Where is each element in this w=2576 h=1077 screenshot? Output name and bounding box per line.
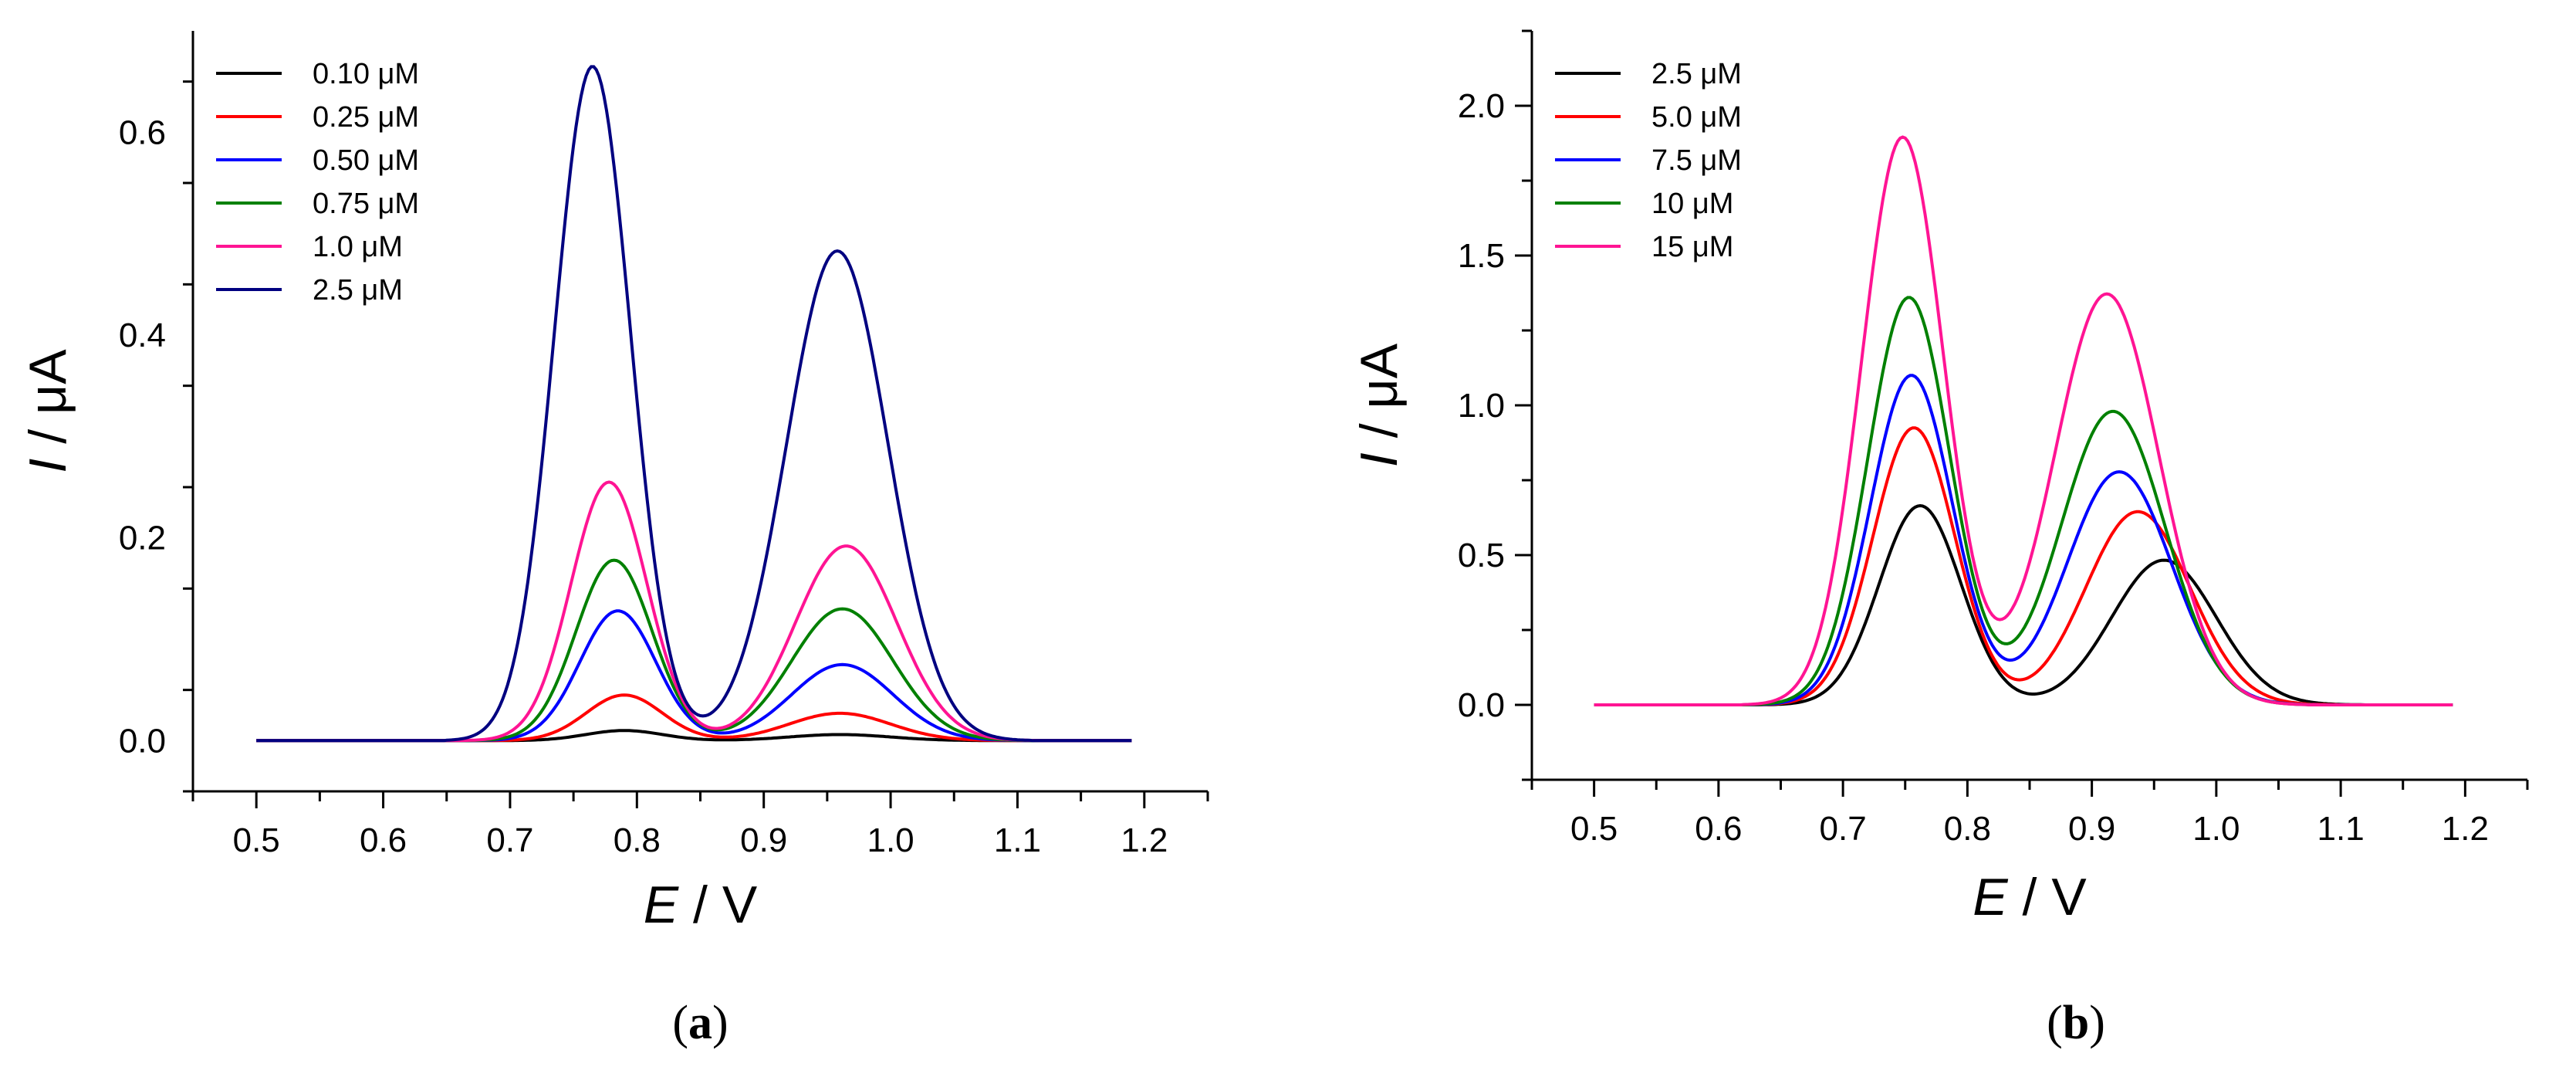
x-tick-label: 0.8 [614,821,661,859]
y-axis-label: I / μA [19,349,77,473]
legend-label: 0.10 μM [313,58,419,90]
x-tick-label: 0.9 [2068,810,2115,848]
x-axis-label: E / V [1973,868,2087,926]
x-tick-label: 0.5 [1570,810,1618,848]
y-tick-label: 0.2 [119,520,166,557]
y-tick-label: 0.0 [119,722,166,760]
series-line-2 [1594,426,2453,706]
y-tick-label: 2.0 [1458,87,1505,125]
series-line-1 [1594,503,2453,706]
legend-label: 0.75 μM [313,188,419,220]
x-tick-label: 0.6 [1695,810,1742,848]
x-tick-label: 1.0 [867,821,914,859]
x-tick-label: 0.8 [1944,810,1991,848]
chart-panel-a: 0.5 0.6 0.7 0.8 0.9 1.0 1.1 1.2 0.0 0.2 0.4 0.6 E / … [19,31,1209,1049]
legend-label: 7.5 μM [1651,144,1742,177]
y-tick-label: 1.0 [1458,387,1505,425]
legend-label: 5.0 μM [1651,101,1742,134]
y-tick-label: 0.4 [119,317,166,354]
x-tick-label: 1.2 [2442,810,2489,848]
x-tick-label: 0.7 [1820,810,1867,848]
panel-label: (a) [672,997,728,1049]
y-axis-label: I / μA [1350,343,1408,467]
legend-label: 1.0 μM [313,231,403,263]
panel-label: (b) [2047,997,2105,1049]
y-tick-label: 0.0 [1458,686,1505,724]
x-tick-label: 1.2 [1121,821,1168,859]
series-line-6 [256,65,1132,743]
x-tick-label: 0.5 [233,821,280,859]
legend-label: 0.25 μM [313,101,419,134]
legend-label: 10 μM [1651,188,1733,220]
x-tick-label: 1.1 [2317,810,2365,848]
axis-lines [1530,31,2527,781]
series-line-5 [256,480,1132,743]
x-tick-label: 0.7 [486,821,533,859]
x-tick-label: 1.0 [2192,810,2240,848]
y-tick-label: 1.5 [1458,237,1505,275]
legend-label: 15 μM [1651,231,1733,263]
chart-panel-b: 0.5 0.6 0.7 0.8 0.9 1.0 1.1 1.2 0.0 0.5 1.0 1.5 2.0 E… [1350,29,2529,1049]
x-tick-label: 1.1 [994,821,1041,859]
series-line-3 [256,609,1132,743]
legend-label: 0.50 μM [313,144,419,177]
x-tick-label: 0.9 [740,821,787,859]
series-line-4 [1594,296,2453,706]
series-line-3 [1594,374,2453,706]
y-tick-label: 0.5 [1458,537,1505,574]
legend-label: 2.5 μM [313,274,403,307]
y-tick-label: 0.6 [119,113,166,151]
x-tick-label: 0.6 [360,821,407,859]
series-line-5 [1594,135,2453,706]
x-axis-label: E / V [644,875,758,934]
legend-label: 2.5 μM [1651,58,1742,90]
